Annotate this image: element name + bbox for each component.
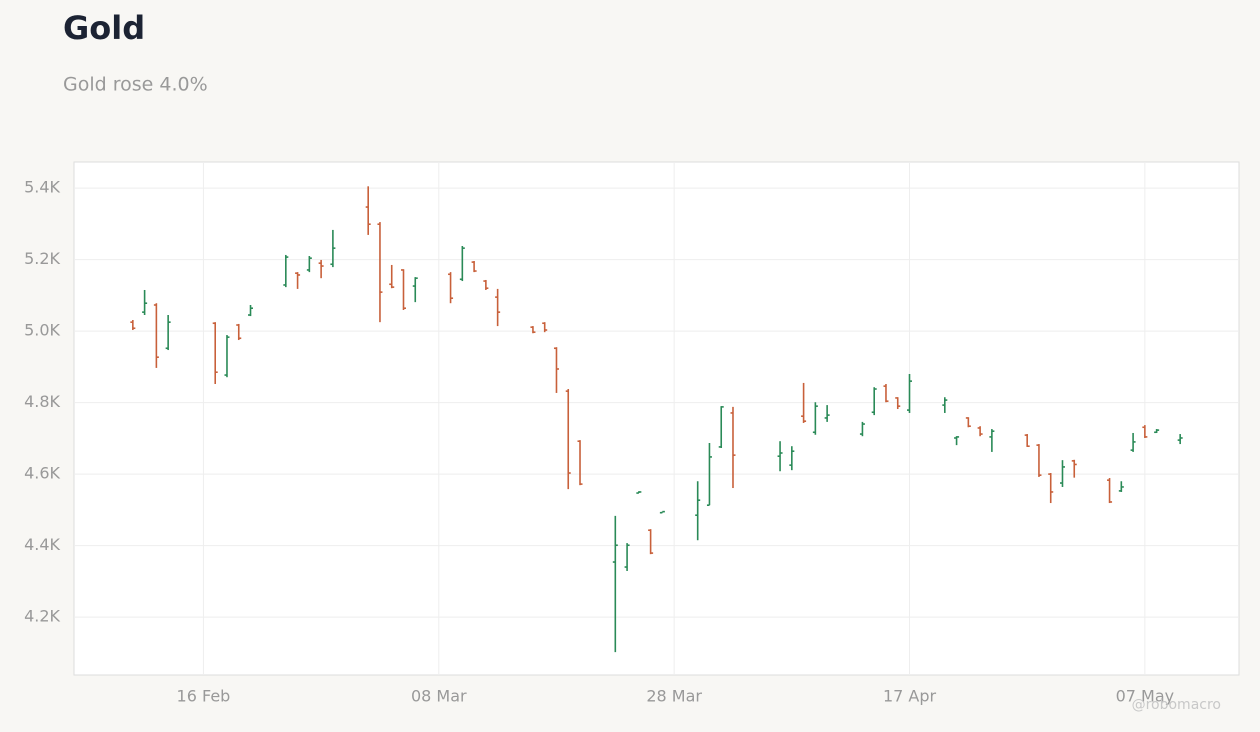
y-tick-label: 4.8K xyxy=(24,392,60,411)
plot-area xyxy=(73,161,1240,676)
grid: 4.2K 4.4K 4.6K 4.8K 5.0K 5.2K 5.4K 16 Feb 08 Mar… xyxy=(24,162,1239,706)
x-tick-label: 28 Mar xyxy=(646,687,702,706)
x-tick-label: 07 May xyxy=(1116,687,1175,706)
x-tick-label: 17 Apr xyxy=(883,687,937,706)
y-tick-label: 4.4K xyxy=(24,535,60,554)
chart-subtitle: Gold rose 4.0% xyxy=(63,74,208,96)
chart-title: Gold xyxy=(63,9,145,47)
y-tick-label: 5.0K xyxy=(24,321,60,340)
marks xyxy=(130,186,1183,653)
y-tick-label: 4.6K xyxy=(24,464,60,483)
x-tick-label: 08 Mar xyxy=(411,687,467,706)
watermark: @robomacro xyxy=(1132,697,1221,713)
x-tick-label: 16 Feb xyxy=(177,687,231,706)
y-tick-label: 5.2K xyxy=(24,249,60,268)
y-tick-label: 4.2K xyxy=(24,607,60,626)
y-tick-label: 5.4K xyxy=(24,178,60,197)
